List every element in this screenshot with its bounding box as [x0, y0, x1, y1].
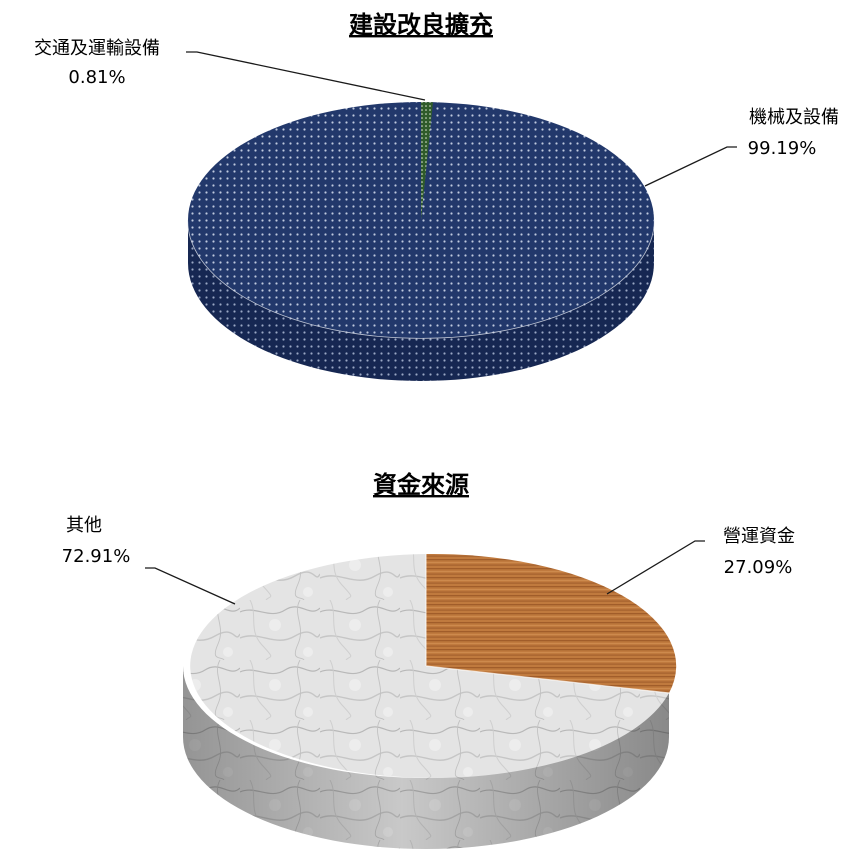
chart-2: 資金來源 其他 72.91% 營運資金 27.09% — [62, 471, 795, 849]
pie-2-slice-其他 — [190, 554, 669, 778]
pie-1-slice-交通及運輸設備 — [421, 102, 433, 220]
pie-1-side — [188, 220, 654, 381]
pie-2-pct-其他: 72.91% — [62, 546, 131, 567]
pie-2-label-營運資金: 營運資金 — [723, 526, 795, 547]
chart-2-title: 資金來源 — [373, 471, 469, 499]
pie-2-slice-營運資金 — [426, 553, 677, 693]
chart-1: 建設改良擴充 交通及運輸設備 0.81% 機械及設備 99.19% — [34, 11, 839, 381]
pie-2-pct-營運資金: 27.09% — [724, 557, 793, 578]
pie-1-label-機械及設備: 機械及設備 — [749, 107, 839, 128]
chart-1-title: 建設改良擴充 — [349, 11, 493, 39]
pie-2-leader-營運資金 — [606, 540, 705, 595]
pie-1-leader-機械及設備 — [644, 146, 737, 187]
pie-1-pct-機械及設備: 99.19% — [748, 138, 817, 159]
pie-1-pct-交通及運輸設備: 0.81% — [68, 67, 125, 88]
pie-1-label-交通及運輸設備: 交通及運輸設備 — [34, 38, 160, 59]
pie-2-label-其他: 其他 — [66, 515, 102, 536]
pie-1-leader-交通及運輸設備 — [186, 51, 426, 101]
pie-2-leader-其他 — [145, 567, 236, 605]
